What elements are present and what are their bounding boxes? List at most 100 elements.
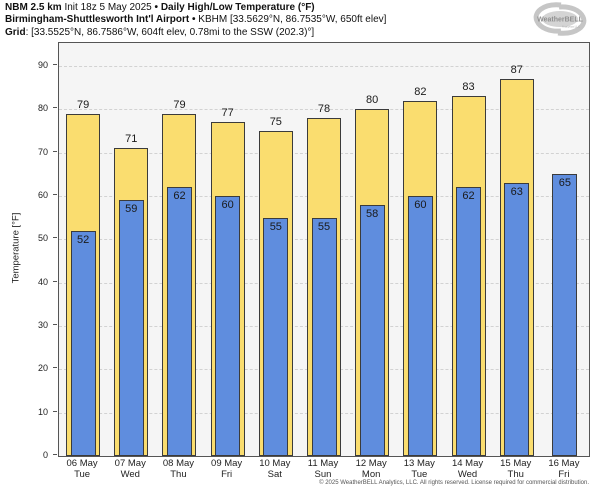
station-details: KBHM [33.5629°N, 86.7535°W, 650ft elev]: [198, 14, 387, 26]
x-tick-label-09-May: 09 May Fri: [203, 458, 251, 480]
low-value-label: 63: [510, 185, 523, 198]
low-bar-07-May: [118, 200, 144, 456]
y-axis-title: Temperature [°F]: [10, 212, 22, 284]
x-axis: 06 May Tue 07 May Wed 08 May Thu 09 May Fri 10 M…: [58, 458, 590, 483]
high-value-label: 79: [76, 98, 90, 111]
x-label-day: Sat: [267, 468, 282, 480]
x-label-date: 14 May: [451, 458, 484, 469]
y-tick-mark-80: [53, 107, 57, 109]
weatherbell-logo-icon: WeatherBELL Analytics LLC: [533, 2, 587, 36]
low-value-label: 60: [221, 198, 234, 211]
x-label-date: 09 May: [211, 458, 243, 469]
y-tick-mark-90: [53, 63, 57, 65]
y-tick-mark-30: [53, 324, 57, 325]
y-tick-mark-70: [53, 150, 57, 152]
y-tick-label-90: 90: [37, 59, 48, 70]
x-label-date: 08 May: [162, 458, 195, 469]
high-value-label: 87: [510, 63, 523, 76]
high-value-label: 78: [317, 102, 331, 115]
low-value-label: 62: [462, 190, 475, 203]
high-value-label: 77: [221, 107, 234, 120]
x-label-date: 16 May: [548, 458, 580, 469]
product-title: Daily High/Low Temperature (°F): [160, 2, 315, 13]
x-label-day: Wed: [457, 468, 478, 480]
station-name: Birmingham-Shuttlesworth Int'l Airport: [5, 14, 190, 26]
x-tick-label-11-May: 11 May Sun: [299, 458, 347, 480]
y-tick-mark-10: [53, 410, 57, 412]
low-bar-09-May: [215, 195, 241, 456]
x-label-day: Tue: [74, 468, 91, 480]
y-tick-label-80: 80: [37, 103, 48, 114]
logo-text: WeatherBELL: [537, 17, 583, 24]
x-label-date: 11 May: [307, 458, 339, 469]
init-time: Init 18z 5 May 2025: [61, 2, 155, 13]
x-label-day: Mon: [361, 468, 381, 480]
high-value-label: 71: [125, 133, 138, 146]
bullet-separator: •: [189, 14, 199, 26]
x-label-date: 13 May: [403, 458, 435, 469]
header-line-3: Grid: [33.5525°N, 86.7586°W, 604ft elev,…: [5, 27, 386, 39]
low-value-label: 55: [317, 220, 331, 233]
low-value-label: 60: [414, 198, 427, 211]
x-label-day: Tue: [411, 468, 428, 480]
x-tick-label-06-May: 06 May Tue: [58, 458, 106, 480]
low-bar-12-May: [359, 204, 385, 456]
x-label-day: Fri: [221, 468, 233, 480]
low-bar-11-May: [311, 217, 337, 456]
y-tick-label-30: 30: [37, 320, 48, 330]
low-bar-10-May: [263, 217, 289, 456]
x-label-day: Wed: [120, 468, 140, 480]
y-tick-mark-40: [53, 280, 57, 282]
high-value-label: 75: [269, 115, 282, 128]
x-label-day: Thu: [170, 468, 187, 480]
x-label-date: 06 May: [66, 458, 98, 469]
low-value-label: 62: [173, 190, 186, 203]
low-value-label: 65: [558, 177, 572, 190]
gridline-80: [59, 109, 589, 111]
low-bar-06-May: [70, 230, 96, 456]
plot-area: 79 52 71 59 79 62 77 60 75 55 78 55 80 58 82 60 83 62 87 63…: [58, 42, 590, 457]
low-value-label: 55: [269, 220, 282, 233]
x-tick-label-16-May: 16 May Fri: [540, 458, 588, 480]
low-bar-14-May: [456, 187, 482, 456]
high-value-label: 80: [366, 94, 379, 107]
y-tick-label-50: 50: [37, 233, 48, 244]
low-bar-16-May: [552, 174, 578, 456]
grid-details: : [33.5525°N, 86.7586°W, 604ft elev, 0.7…: [25, 26, 315, 38]
x-label-day: Thu: [507, 468, 524, 480]
model-name: NBM 2.5 km: [5, 2, 62, 13]
y-tick-label-70: 70: [37, 146, 48, 157]
x-tick-label-12-May: 12 May Mon: [347, 458, 395, 480]
x-label-date: 10 May: [259, 458, 291, 469]
x-label-date: 15 May: [500, 458, 532, 469]
high-value-label: 79: [173, 98, 186, 111]
x-tick-label-13-May: 13 May Tue: [395, 458, 443, 480]
x-tick-label-14-May: 14 May Wed: [443, 458, 491, 480]
low-value-label: 59: [125, 203, 138, 216]
high-value-label: 83: [462, 81, 475, 94]
logo-tagline: Analytics LLC: [562, 25, 581, 29]
low-bar-08-May: [166, 187, 192, 456]
y-tick-mark-0: [53, 454, 57, 455]
low-value-label: 58: [366, 207, 379, 220]
header-line-1: NBM 2.5 km Init 18z 5 May 2025 • Daily H…: [5, 2, 386, 14]
y-tick-mark-60: [53, 193, 57, 195]
header-line-2: Birmingham-Shuttlesworth Int'l Airport •…: [5, 14, 386, 26]
x-label-day: Fri: [558, 468, 570, 480]
x-label-date: 07 May: [114, 458, 146, 469]
y-axis: 0 10 20 30 40 50 60 70 80 90: [0, 42, 58, 460]
logo-swirl-center: [542, 11, 578, 27]
y-tick-mark-50: [53, 237, 57, 239]
x-label-day: Sun: [314, 468, 332, 480]
y-tick-label-40: 40: [37, 276, 48, 287]
grid-label: Grid: [5, 26, 26, 38]
x-tick-label-15-May: 15 May Thu: [492, 458, 540, 480]
low-value-label: 52: [76, 233, 90, 246]
x-tick-label-10-May: 10 May Sat: [251, 458, 299, 480]
y-tick-label-60: 60: [37, 189, 48, 200]
x-tick-label-07-May: 07 May Wed: [106, 458, 154, 480]
bullet-separator: •: [154, 2, 161, 13]
high-value-label: 82: [414, 85, 427, 98]
y-tick-label-10: 10: [37, 406, 48, 417]
